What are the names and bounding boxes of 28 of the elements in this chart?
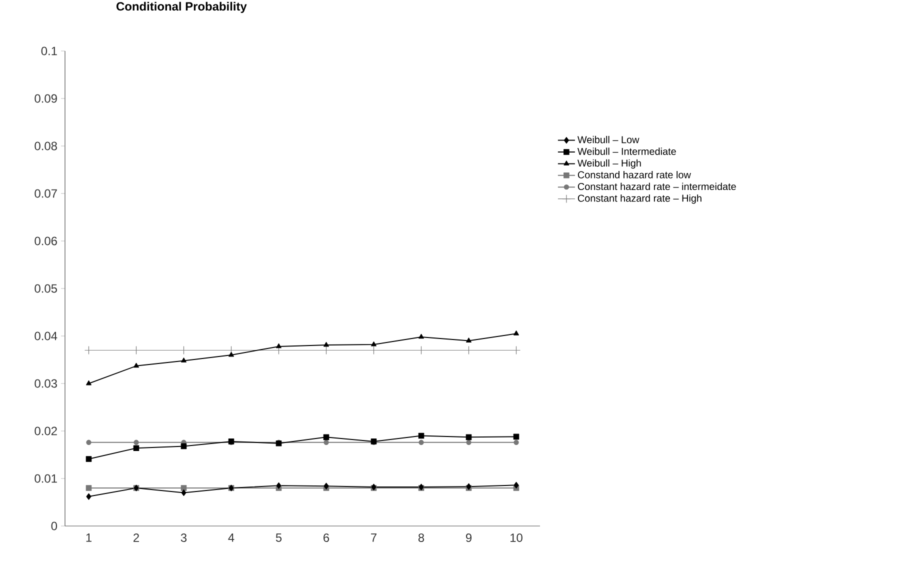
y-tick-label: 0 [51, 522, 58, 530]
legend-label: Weibull – Low [577, 136, 640, 144]
y-tick-label: 0.1 [41, 46, 57, 56]
x-tick-label: 10 [510, 534, 522, 542]
legend-label: Constant hazard rate – intermeidate [578, 182, 736, 190]
x-tick-label: 3 [180, 534, 187, 542]
y-tick-label: 0.01 [34, 474, 57, 483]
x-tick-label: 2 [134, 534, 139, 542]
y-tick-label: 0.03 [34, 379, 57, 388]
y-tick-label: 0.06 [34, 236, 57, 246]
legend-label: Weibull – Intermediate [577, 148, 676, 155]
x-tick-label: 4 [228, 534, 234, 542]
legend-label: Constand hazard rate low [578, 171, 691, 178]
x-tick-label: 9 [466, 534, 472, 542]
y-tick-label: 0.09 [34, 94, 57, 103]
x-tick-label: 1 [86, 534, 92, 542]
y-tick-label: 0.05 [34, 284, 57, 293]
legend-label: Weibull – High [577, 159, 641, 169]
y-tick-label: 0.04 [34, 332, 58, 340]
x-tick-label: 6 [324, 534, 330, 542]
y-tick-label: 0.08 [34, 142, 57, 150]
legend-label: Constant hazard rate – High [578, 194, 702, 204]
chart-title: Conditional Probability [116, 2, 247, 13]
y-tick-label: 0.02 [34, 426, 57, 436]
x-tick-label: 5 [276, 534, 282, 542]
x-tick-label: 7 [371, 534, 376, 542]
y-tick-label: 0.07 [34, 189, 57, 198]
x-tick-label: 8 [418, 534, 424, 542]
